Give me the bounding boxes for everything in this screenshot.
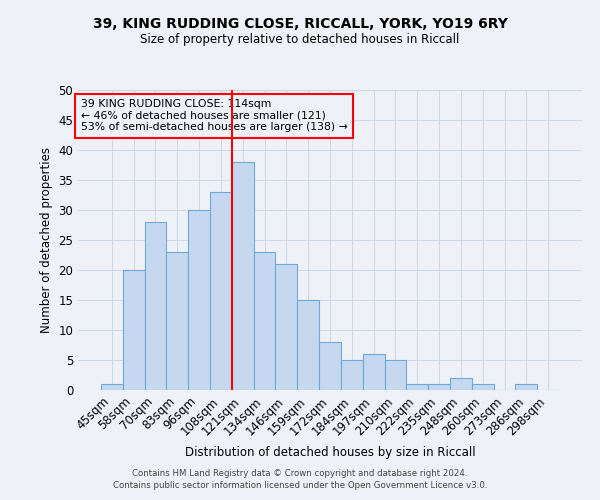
Y-axis label: Number of detached properties: Number of detached properties (40, 147, 53, 333)
Bar (297, 300, 319, 390)
Bar (145, 222, 166, 390)
Bar (385, 360, 406, 390)
Text: 39, KING RUDDING CLOSE, RICCALL, YORK, YO19 6RY: 39, KING RUDDING CLOSE, RICCALL, YORK, Y… (92, 18, 508, 32)
Text: Contains HM Land Registry data © Crown copyright and database right 2024.: Contains HM Land Registry data © Crown c… (132, 468, 468, 477)
Bar (450, 378, 472, 390)
Bar (232, 162, 254, 390)
Bar (406, 384, 428, 390)
Bar (210, 192, 232, 390)
Bar (515, 384, 537, 390)
Bar (123, 270, 145, 390)
Bar (472, 384, 494, 390)
Bar (166, 252, 188, 390)
Bar (319, 342, 341, 390)
Bar (363, 354, 385, 390)
Bar (428, 384, 450, 390)
Bar (341, 360, 363, 390)
Text: Contains public sector information licensed under the Open Government Licence v3: Contains public sector information licen… (113, 481, 487, 490)
Bar (275, 264, 297, 390)
Bar (254, 252, 275, 390)
Bar (188, 210, 210, 390)
Bar (101, 384, 123, 390)
Text: 39 KING RUDDING CLOSE: 114sqm
← 46% of detached houses are smaller (121)
53% of : 39 KING RUDDING CLOSE: 114sqm ← 46% of d… (80, 99, 347, 132)
X-axis label: Distribution of detached houses by size in Riccall: Distribution of detached houses by size … (185, 446, 475, 459)
Text: Size of property relative to detached houses in Riccall: Size of property relative to detached ho… (140, 32, 460, 46)
